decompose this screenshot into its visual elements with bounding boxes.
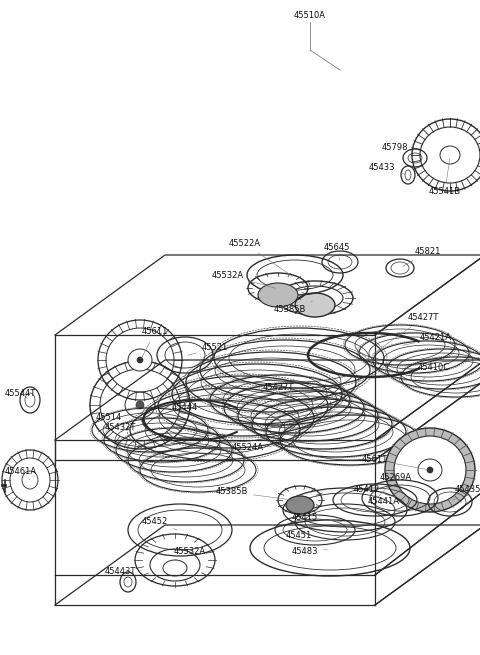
Text: 45611: 45611 xyxy=(141,328,168,358)
Text: 45510A: 45510A xyxy=(294,10,326,20)
Text: 45435: 45435 xyxy=(452,485,480,500)
Ellipse shape xyxy=(394,436,466,504)
Text: 45461A: 45461A xyxy=(5,468,37,480)
Text: 45532A: 45532A xyxy=(212,271,276,288)
Text: 45483: 45483 xyxy=(291,548,327,557)
Ellipse shape xyxy=(295,293,335,317)
Text: 45532A: 45532A xyxy=(174,548,206,560)
Text: 45441A: 45441A xyxy=(358,498,400,511)
Text: 45421A: 45421A xyxy=(403,333,452,345)
Ellipse shape xyxy=(258,283,298,307)
Text: 45611: 45611 xyxy=(361,455,427,470)
Text: 45427T: 45427T xyxy=(372,314,439,354)
Text: 45433: 45433 xyxy=(369,164,405,174)
Text: 45443T: 45443T xyxy=(104,567,136,582)
Ellipse shape xyxy=(427,467,433,473)
Text: 45798: 45798 xyxy=(382,143,412,157)
Text: 45645: 45645 xyxy=(324,242,350,260)
Text: 45385B: 45385B xyxy=(274,301,312,314)
Ellipse shape xyxy=(286,496,314,514)
Text: 45412: 45412 xyxy=(354,485,397,497)
Text: 45522A: 45522A xyxy=(229,240,293,276)
Text: 45427T: 45427T xyxy=(262,383,294,403)
Text: 45521: 45521 xyxy=(188,343,228,355)
Ellipse shape xyxy=(137,357,143,363)
Text: 45524A: 45524A xyxy=(222,434,264,453)
Ellipse shape xyxy=(128,349,152,371)
Text: 45410C: 45410C xyxy=(418,364,450,383)
Ellipse shape xyxy=(136,401,144,409)
Text: 45451: 45451 xyxy=(286,530,315,540)
Text: 45444: 45444 xyxy=(172,403,198,419)
Text: 45821: 45821 xyxy=(402,248,442,267)
Text: 45544T: 45544T xyxy=(5,388,36,398)
Text: 45385B: 45385B xyxy=(216,487,297,500)
Ellipse shape xyxy=(385,428,475,512)
Ellipse shape xyxy=(418,459,442,481)
Text: 45514: 45514 xyxy=(96,407,137,422)
Text: 45432T: 45432T xyxy=(104,424,147,432)
Text: 45452: 45452 xyxy=(142,517,178,530)
Text: 45415: 45415 xyxy=(292,514,342,523)
Text: 45541B: 45541B xyxy=(429,159,461,196)
Ellipse shape xyxy=(440,146,460,164)
Text: 45269A: 45269A xyxy=(377,474,412,498)
